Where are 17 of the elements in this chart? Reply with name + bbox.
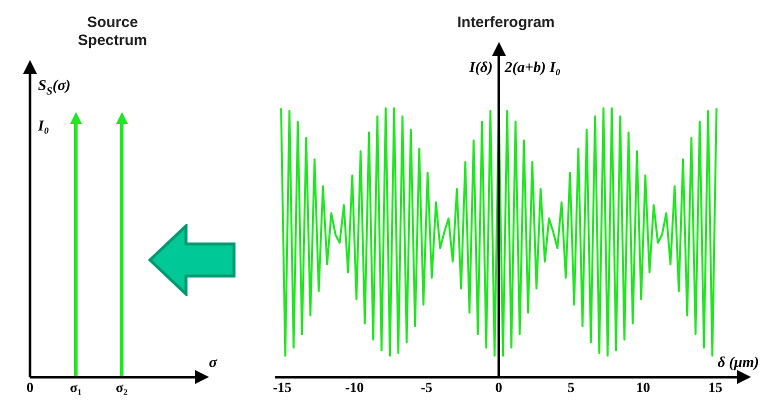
x-tick-label: 0 [495,381,502,396]
x-tick-label: -15 [272,381,292,396]
x-tick-label: -10 [345,381,364,396]
y-axis-title: I(δ) [468,60,493,76]
chart-title: Source Spectrum [78,14,148,50]
x-tick-label: σ₁ [70,381,82,396]
x-tick-label: 0 [26,381,34,396]
x-tick-label: σ₂ [116,381,128,396]
x-tick-label: 15 [708,381,722,396]
x-tick-label: 10 [636,381,650,396]
x-axis-title: δ (μm) [718,355,760,372]
x-tick-label: 5 [567,381,574,396]
annotation: I₀ [37,118,50,134]
chart-title: Interferogram [457,14,555,32]
x-tick-label: -5 [420,381,432,396]
x-axis-title: σ [208,355,218,372]
text: 2(a+b) I₀ [504,60,561,76]
